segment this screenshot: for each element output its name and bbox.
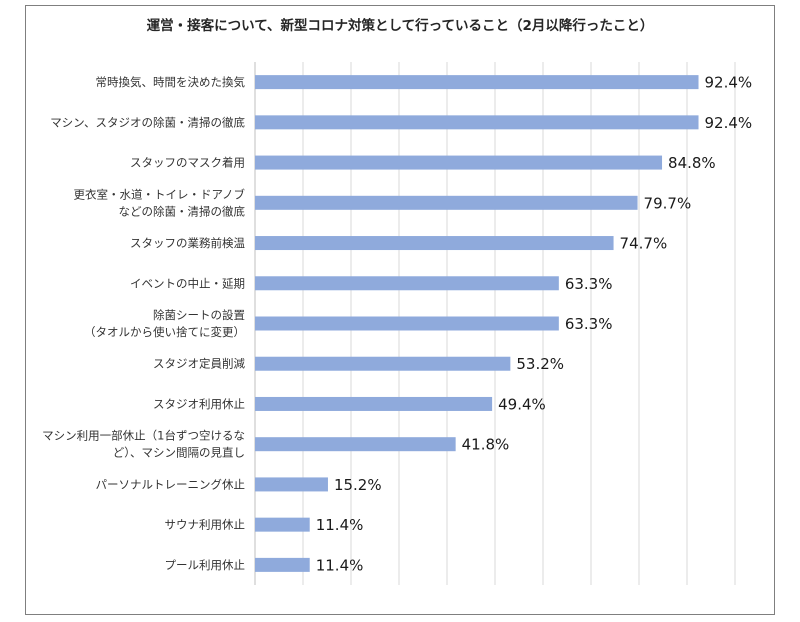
category-label: マシン利用一部休止（1台ずつ空けるな [42,429,245,443]
value-label: 79.7% [644,194,692,212]
bar [255,75,699,90]
category-label: スタジオ利用休止 [153,397,245,411]
bar [255,236,614,251]
bar [255,396,493,411]
category-label: パーソナルトレーニング休止 [96,477,246,491]
category-label: プール利用休止 [165,558,246,572]
category-label: マシン、スタジオの除菌・清掃の徹底 [50,115,245,129]
bar [255,517,310,532]
category-label: ど）、マシン間隔の見直し [113,446,245,460]
bar [255,557,310,572]
value-label: 92.4% [705,74,753,92]
bar [255,155,663,170]
value-labels: 92.4% 92.4% 84.8% 79.7% 74.7% 63.3% 63.3% 53.2%… [316,74,752,575]
bar [255,276,559,291]
bar [255,356,511,371]
value-label: 74.7% [620,235,668,253]
category-label: イベントの中止・延期 [130,276,245,290]
bars [255,75,699,572]
value-label: 41.8% [462,436,510,454]
value-label: 63.3% [565,315,613,333]
category-label: 常時換気、時間を決めた換気 [96,75,246,89]
bar [255,437,456,452]
category-label: 更衣室・水道・トイレ・ドアノブ [74,187,246,201]
bar [255,316,559,331]
category-label: スタジオ定員削減 [153,357,245,371]
value-label: 49.4% [498,395,546,413]
category-label: （タオルから使い捨てに変更） [84,325,245,339]
category-label: スタッフのマスク着用 [130,156,245,170]
chart-title: 運営・接客について、新型コロナ対策として行っていること（2月以降行ったこと） [146,18,654,34]
category-label: 除菌シートの設置 [153,308,245,322]
value-label: 92.4% [705,114,753,132]
value-label: 84.8% [668,154,716,172]
category-labels: 常時換気、時間を決めた換気マシン、スタジオの除菌・清掃の徹底スタッフのマスク着用… [42,75,245,572]
bar [255,477,328,492]
chart-frame [25,5,775,615]
bar [255,115,699,130]
value-label: 53.2% [516,355,564,373]
value-label: 63.3% [565,275,613,293]
category-label: スタッフの業務前検温 [130,236,245,250]
value-label: 11.4% [316,556,364,574]
bar [255,195,638,210]
value-label: 15.2% [334,476,382,494]
value-label: 11.4% [316,516,364,534]
category-label: サウナ利用休止 [165,518,246,532]
category-label: などの除菌・清掃の徹底 [119,204,246,218]
